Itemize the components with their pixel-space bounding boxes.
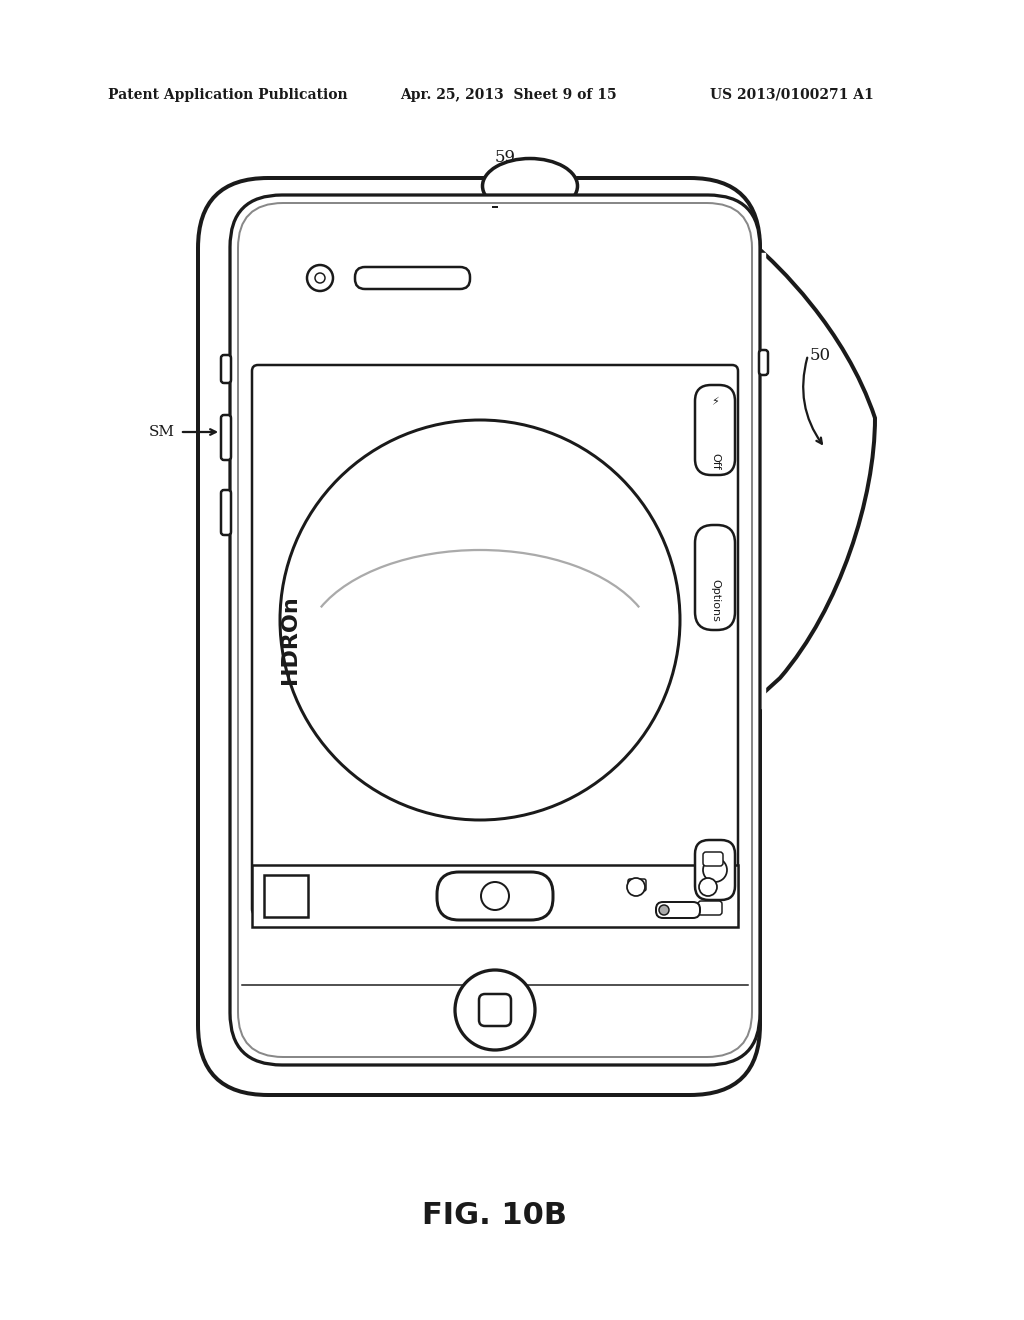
Text: Apr. 25, 2013  Sheet 9 of 15: Apr. 25, 2013 Sheet 9 of 15 xyxy=(400,88,616,102)
Text: Off: Off xyxy=(710,453,720,470)
Text: FIG. 10B: FIG. 10B xyxy=(423,1200,567,1229)
PathPatch shape xyxy=(758,248,874,698)
FancyBboxPatch shape xyxy=(198,178,760,1096)
FancyBboxPatch shape xyxy=(221,490,231,535)
Circle shape xyxy=(455,970,535,1049)
Circle shape xyxy=(280,420,680,820)
FancyBboxPatch shape xyxy=(221,414,231,459)
Text: HDROn: HDROn xyxy=(280,595,300,684)
FancyBboxPatch shape xyxy=(264,875,308,917)
FancyBboxPatch shape xyxy=(252,865,738,927)
Ellipse shape xyxy=(482,158,578,214)
FancyBboxPatch shape xyxy=(230,195,760,1065)
FancyBboxPatch shape xyxy=(695,385,735,475)
FancyBboxPatch shape xyxy=(479,994,511,1026)
FancyBboxPatch shape xyxy=(759,350,768,375)
FancyBboxPatch shape xyxy=(695,525,735,630)
FancyBboxPatch shape xyxy=(437,873,553,920)
FancyBboxPatch shape xyxy=(221,355,231,383)
Text: ⚡: ⚡ xyxy=(711,397,719,407)
Text: SM: SM xyxy=(150,425,175,440)
Circle shape xyxy=(659,906,669,915)
Text: US 2013/0100271 A1: US 2013/0100271 A1 xyxy=(710,88,873,102)
FancyBboxPatch shape xyxy=(656,902,700,917)
Circle shape xyxy=(315,273,325,282)
Circle shape xyxy=(481,882,509,909)
FancyBboxPatch shape xyxy=(698,902,722,915)
FancyBboxPatch shape xyxy=(252,366,738,915)
Bar xyxy=(755,253,765,708)
FancyBboxPatch shape xyxy=(628,879,646,891)
Circle shape xyxy=(307,265,333,290)
Text: Patent Application Publication: Patent Application Publication xyxy=(108,88,347,102)
FancyBboxPatch shape xyxy=(355,267,470,289)
Circle shape xyxy=(627,878,645,896)
Bar xyxy=(486,176,575,195)
Text: Options: Options xyxy=(710,579,720,622)
FancyBboxPatch shape xyxy=(695,840,735,900)
Text: 59: 59 xyxy=(495,149,515,165)
FancyBboxPatch shape xyxy=(703,851,723,866)
Circle shape xyxy=(703,858,727,882)
Circle shape xyxy=(699,878,717,896)
Text: 50: 50 xyxy=(810,346,831,363)
